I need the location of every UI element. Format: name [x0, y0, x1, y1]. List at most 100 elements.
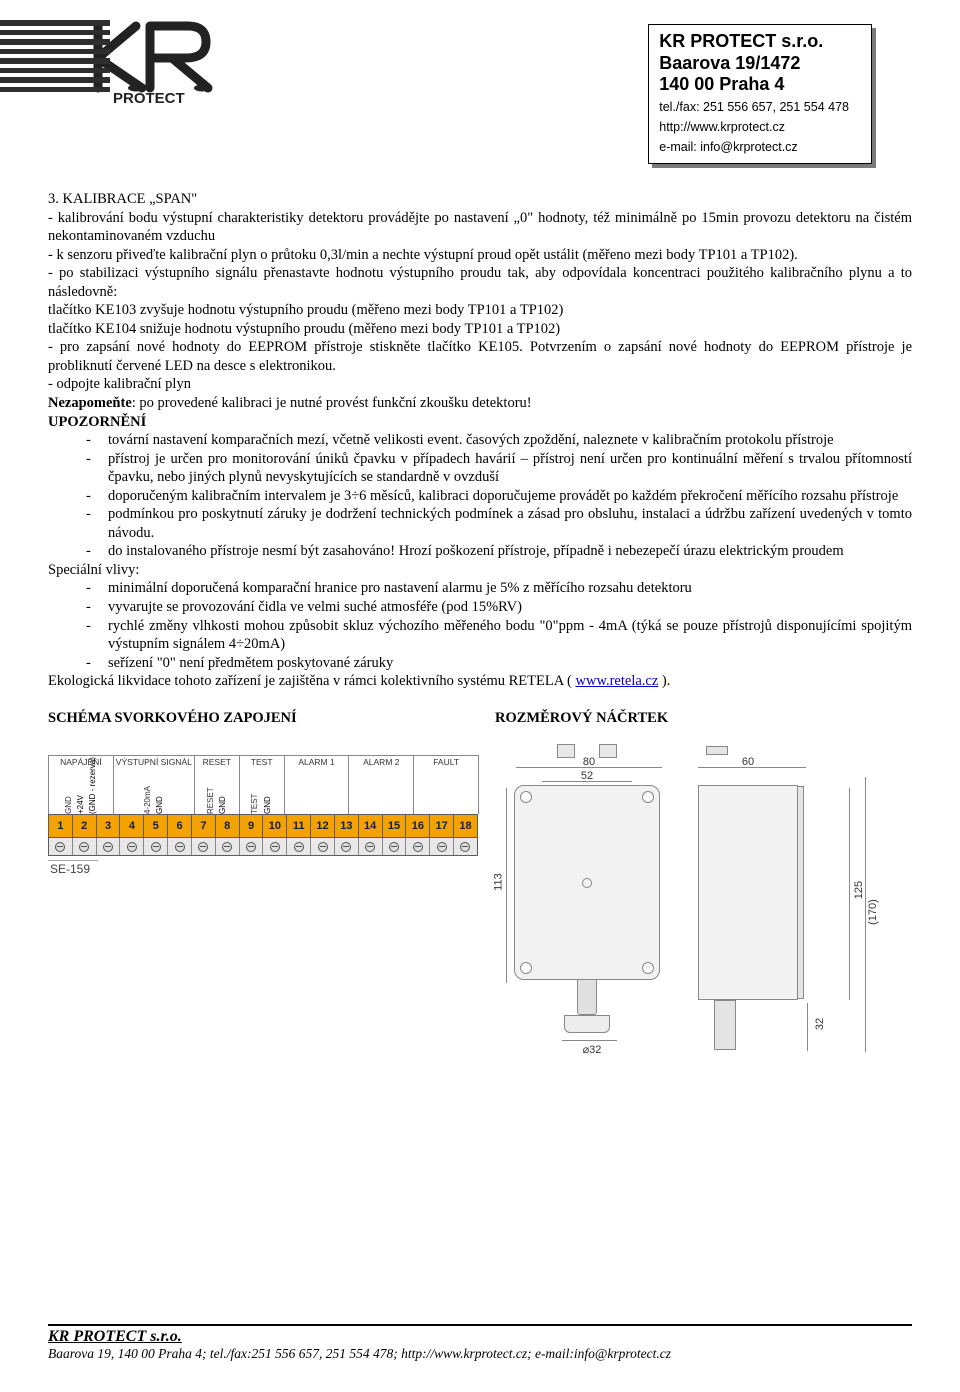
top-cable-glands	[557, 744, 617, 758]
company-logo: PROTECT	[78, 18, 228, 111]
terminal-group-title: TEST	[251, 757, 273, 768]
mount-hole-icon	[642, 791, 654, 803]
terminal-number-cell: 14	[359, 815, 383, 837]
screw-icon	[389, 842, 399, 852]
terminal-group-title: FAULT	[433, 757, 459, 768]
terminal-screw-cell	[359, 838, 383, 855]
screw-icon	[103, 842, 113, 852]
terminal-screw-cell	[454, 838, 477, 855]
company-name-line3: 140 00 Praha 4	[659, 74, 849, 96]
enclosure-side-view: 60 125 (170) 32	[690, 755, 840, 1050]
terminal-pin-label: TEST	[250, 768, 260, 814]
terminal-screw-cell	[240, 838, 264, 855]
terminal-group: FAULT	[413, 755, 479, 814]
screw-icon	[341, 842, 351, 852]
terminal-group: NAPÁJENÍGND+24V(GND - rezerva)	[48, 755, 114, 814]
special-title: Speciální vlivy:	[48, 561, 912, 580]
schema-right-title: ROZMĚROVÝ NÁČRTEK	[465, 709, 912, 728]
terminal-number-cell: 7	[192, 815, 216, 837]
terminal-pin-label: GND	[155, 768, 165, 814]
terminal-screw-cell	[406, 838, 430, 855]
section3-p1: - kalibrování bodu výstupní charakterist…	[48, 209, 912, 246]
terminal-pin-label: 4-20mA	[143, 768, 153, 814]
terminal-screw-cell	[216, 838, 240, 855]
terminal-diagram: NAPÁJENÍGND+24V(GND - rezerva)VÝSTUPNÍ S…	[48, 755, 478, 1050]
enclosure-side-box	[698, 785, 798, 1000]
terminal-pin-label: GND	[64, 768, 74, 814]
terminal-group-labels: NAPÁJENÍGND+24V(GND - rezerva)VÝSTUPNÍ S…	[48, 755, 478, 814]
mount-hole-icon	[642, 962, 654, 974]
terminal-number-cell: 3	[97, 815, 121, 837]
terminal-number-cell: 4	[120, 815, 144, 837]
gland-icon	[599, 744, 617, 758]
upo-item: přístroj je určen pro monitorování úniků…	[86, 450, 912, 487]
eco-line: Ekologická likvidace tohoto zařízení je …	[48, 672, 912, 691]
terminal-screw-cell	[335, 838, 359, 855]
upozorneni-title: UPOZORNĚNÍ	[48, 413, 912, 432]
footer-address: Baarova 19, 140 00 Praha 4; tel./fax:251…	[48, 1346, 912, 1362]
page-footer: KR PROTECT s.r.o. Baarova 19, 140 00 Pra…	[48, 1324, 912, 1362]
svg-text:PROTECT: PROTECT	[113, 90, 185, 106]
screw-icon	[318, 842, 328, 852]
terminal-group-title: ALARM 1	[298, 757, 334, 768]
screw-icon	[294, 842, 304, 852]
upo-item: tovární nastavení komparačních mezí, vče…	[86, 431, 912, 450]
terminal-number-cell: 10	[263, 815, 287, 837]
screw-icon	[127, 842, 137, 852]
terminal-screw-cell	[263, 838, 287, 855]
screw-icon	[175, 842, 185, 852]
terminal-pin-label: (GND - rezerva)	[88, 768, 98, 814]
screw-icon	[55, 842, 65, 852]
dim-side-total: (170)	[866, 900, 880, 926]
upo-item: do instalovaného přístroje nesmí být zas…	[86, 542, 912, 561]
enclosure-front-view: 80 52 113 ⌀32	[512, 755, 662, 1050]
section3-p8: Nezapomeňte: po provedené kalibraci je n…	[48, 394, 912, 413]
terminal-group-title: ALARM 2	[363, 757, 399, 768]
screw-icon	[79, 842, 89, 852]
terminal-number-cell: 8	[216, 815, 240, 837]
terminal-pin-label: GND	[263, 768, 273, 814]
company-info-box: KR PROTECT s.r.o. Baarova 19/1472 140 00…	[648, 24, 872, 164]
terminal-group: VÝSTUPNÍ SIGNÁL4-20mAGND	[113, 755, 195, 814]
terminal-screw-cell	[383, 838, 407, 855]
terminal-screw-cell	[73, 838, 97, 855]
terminal-number-cell: 13	[335, 815, 359, 837]
terminal-screw-cell	[192, 838, 216, 855]
terminal-screw-cell	[430, 838, 454, 855]
screw-icon	[198, 842, 208, 852]
terminal-screw-cell	[144, 838, 168, 855]
screw-icon	[365, 842, 375, 852]
side-gland-bottom-icon	[714, 1000, 736, 1050]
terminal-number-cell: 1	[49, 815, 73, 837]
terminal-number-cell: 17	[430, 815, 454, 837]
section3-p6: - pro zapsání nové hodnoty do EEPROM pří…	[48, 338, 912, 375]
upozorneni-list: tovární nastavení komparačních mezí, vče…	[48, 431, 912, 561]
upo-item: podmínkou pro poskytnutí záruky je dodrž…	[86, 505, 912, 542]
screw-icon	[437, 842, 447, 852]
company-email: e-mail: info@krprotect.cz	[659, 139, 849, 156]
screw-icon	[222, 842, 232, 852]
sensor-cylinder-icon	[564, 1015, 610, 1033]
company-name-line2: Baarova 19/1472	[659, 53, 849, 75]
terminal-group-title: RESET	[203, 757, 231, 768]
dim-side-height: 125	[852, 881, 866, 899]
terminal-group: RESETRESETGND	[194, 755, 240, 814]
schema-heading-row: SCHÉMA SVORKOVÉHO ZAPOJENÍ ROZMĚROVÝ NÁČ…	[48, 709, 912, 728]
dim-side-gland: 32	[813, 1018, 827, 1030]
terminal-number-cell: 18	[454, 815, 477, 837]
terminal-screw-cell	[168, 838, 192, 855]
screw-icon	[151, 842, 161, 852]
terminal-screw-cell	[120, 838, 144, 855]
schema-left-title: SCHÉMA SVORKOVÉHO ZAPOJENÍ	[48, 709, 465, 728]
special-list: minimální doporučená komparační hranice …	[48, 579, 912, 672]
document-body: 3. KALIBRACE „SPAN" - kalibrování bodu v…	[48, 190, 912, 1050]
terminal-pin-label: +24V	[76, 768, 86, 814]
terminal-screw-cell	[311, 838, 335, 855]
retela-link[interactable]: www.retela.cz	[576, 673, 659, 689]
terminal-number-cell: 12	[311, 815, 335, 837]
screw-icon	[270, 842, 280, 852]
terminal-group: ALARM 2	[348, 755, 414, 814]
terminal-number-cell: 9	[240, 815, 264, 837]
terminal-number-row: 123456789101112131415161718	[48, 814, 478, 838]
section3-p2: - k senzoru přiveďte kalibrační plyn o p…	[48, 246, 912, 265]
